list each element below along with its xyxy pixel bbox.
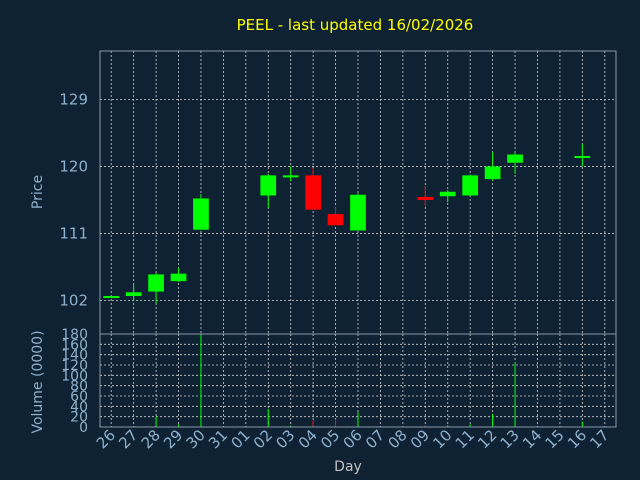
volume-bars (110, 335, 583, 427)
x-tick-label: 17 (586, 426, 612, 452)
candles (103, 144, 591, 304)
candle (170, 267, 187, 282)
volume-y-tick-label: 180 (61, 327, 88, 343)
volume-axis-label: Volume (0000) (30, 330, 46, 433)
volume-y-tick-label: 80 (70, 379, 88, 395)
volume-y-tick-label: 20 (70, 410, 88, 426)
candle-body (327, 214, 344, 226)
candle (282, 166, 299, 182)
volume-y-tick-label: 140 (61, 348, 88, 364)
volume-y-tick-label: 120 (61, 358, 88, 374)
candle (574, 144, 591, 167)
candle (484, 152, 501, 181)
volume-y-tick-label: 100 (61, 368, 88, 384)
volume-y-tick-label: 0 (79, 420, 88, 436)
chart-title: PEEL - last updated 16/02/2026 (237, 16, 474, 34)
volume-y-tick-label: 40 (70, 399, 88, 415)
candle (507, 151, 523, 174)
candle-body (350, 194, 366, 231)
price-y-tick-labels: 102 111 120 129 (59, 90, 88, 309)
candle-body (507, 154, 523, 163)
price-y-tick-label: 129 (59, 90, 88, 108)
candle-body (193, 198, 209, 230)
price-grid (100, 51, 616, 334)
price-panel: 102 111 120 129 (59, 50, 617, 335)
candle-body (125, 292, 142, 297)
volume-plot-frame (99, 333, 617, 428)
candle-body (484, 166, 501, 180)
price-y-tick-label: 111 (59, 224, 88, 242)
candle (193, 193, 209, 230)
volume-y-tick-label: 60 (70, 389, 88, 405)
price-y-tick-label: 102 (59, 291, 88, 309)
candle (327, 207, 344, 226)
candle (350, 193, 366, 231)
price-y-tick-label: 120 (59, 157, 88, 175)
candle (417, 185, 434, 207)
candle (125, 283, 142, 302)
candle-body (417, 196, 434, 200)
candle-body (462, 175, 479, 196)
candle-body (574, 156, 591, 159)
candle-body (170, 273, 187, 282)
candle (439, 190, 456, 203)
candle-body (148, 274, 164, 292)
price-axis-label: Price (30, 175, 46, 209)
candle (260, 173, 277, 209)
volume-y-tick-label: 160 (61, 337, 88, 353)
x-tick-labels: 2627282930310102030405060708091011121314… (93, 426, 613, 452)
candle-body (305, 175, 321, 210)
candle-body (103, 296, 120, 299)
candle (462, 174, 479, 196)
candle (148, 272, 164, 304)
candle-body (282, 175, 299, 178)
x-axis-label: Day (334, 459, 362, 475)
candle-body (439, 191, 456, 197)
candle-body (260, 175, 277, 196)
candle (305, 167, 321, 210)
candle (103, 295, 120, 299)
